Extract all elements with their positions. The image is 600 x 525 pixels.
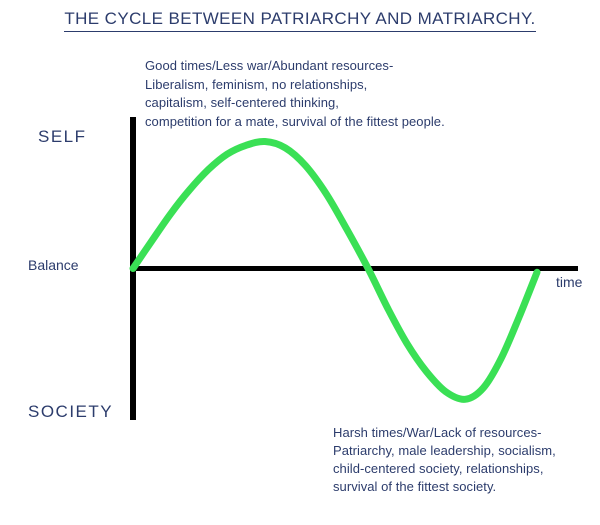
annotation-line: survival of the fittest society. [333,479,497,494]
good-times-annotation: Good times/Less war/Abundant resources- … [145,57,445,131]
annotation-line: capitalism, self-centered thinking, [145,95,339,110]
annotation-line: Patriarchy, male leadership, socialism, [333,443,556,458]
cycle-sine-curve [129,137,541,403]
annotation-line: Harsh times/War/Lack of resources- [333,425,542,440]
y-axis-label-balance: Balance [28,257,79,273]
page-title: THE CYCLE BETWEEN PATRIARCHY AND MATRIAR… [0,9,600,32]
y-axis-label-society: SOCIETY [28,402,114,421]
page-title-text: THE CYCLE BETWEEN PATRIARCHY AND MATRIAR… [64,9,536,32]
annotation-line: child-centered society, relationships, [333,461,544,476]
annotation-line: Good times/Less war/Abundant resources- [145,58,394,73]
y-axis-label-self: SELF [38,127,87,146]
harsh-times-annotation: Harsh times/War/Lack of resources- Patri… [333,424,556,496]
annotation-line: Liberalism, feminism, no relationships, [145,76,368,92]
x-axis-label-time: time [556,274,583,290]
annotation-line: competition for a mate, survival of the … [145,113,445,129]
